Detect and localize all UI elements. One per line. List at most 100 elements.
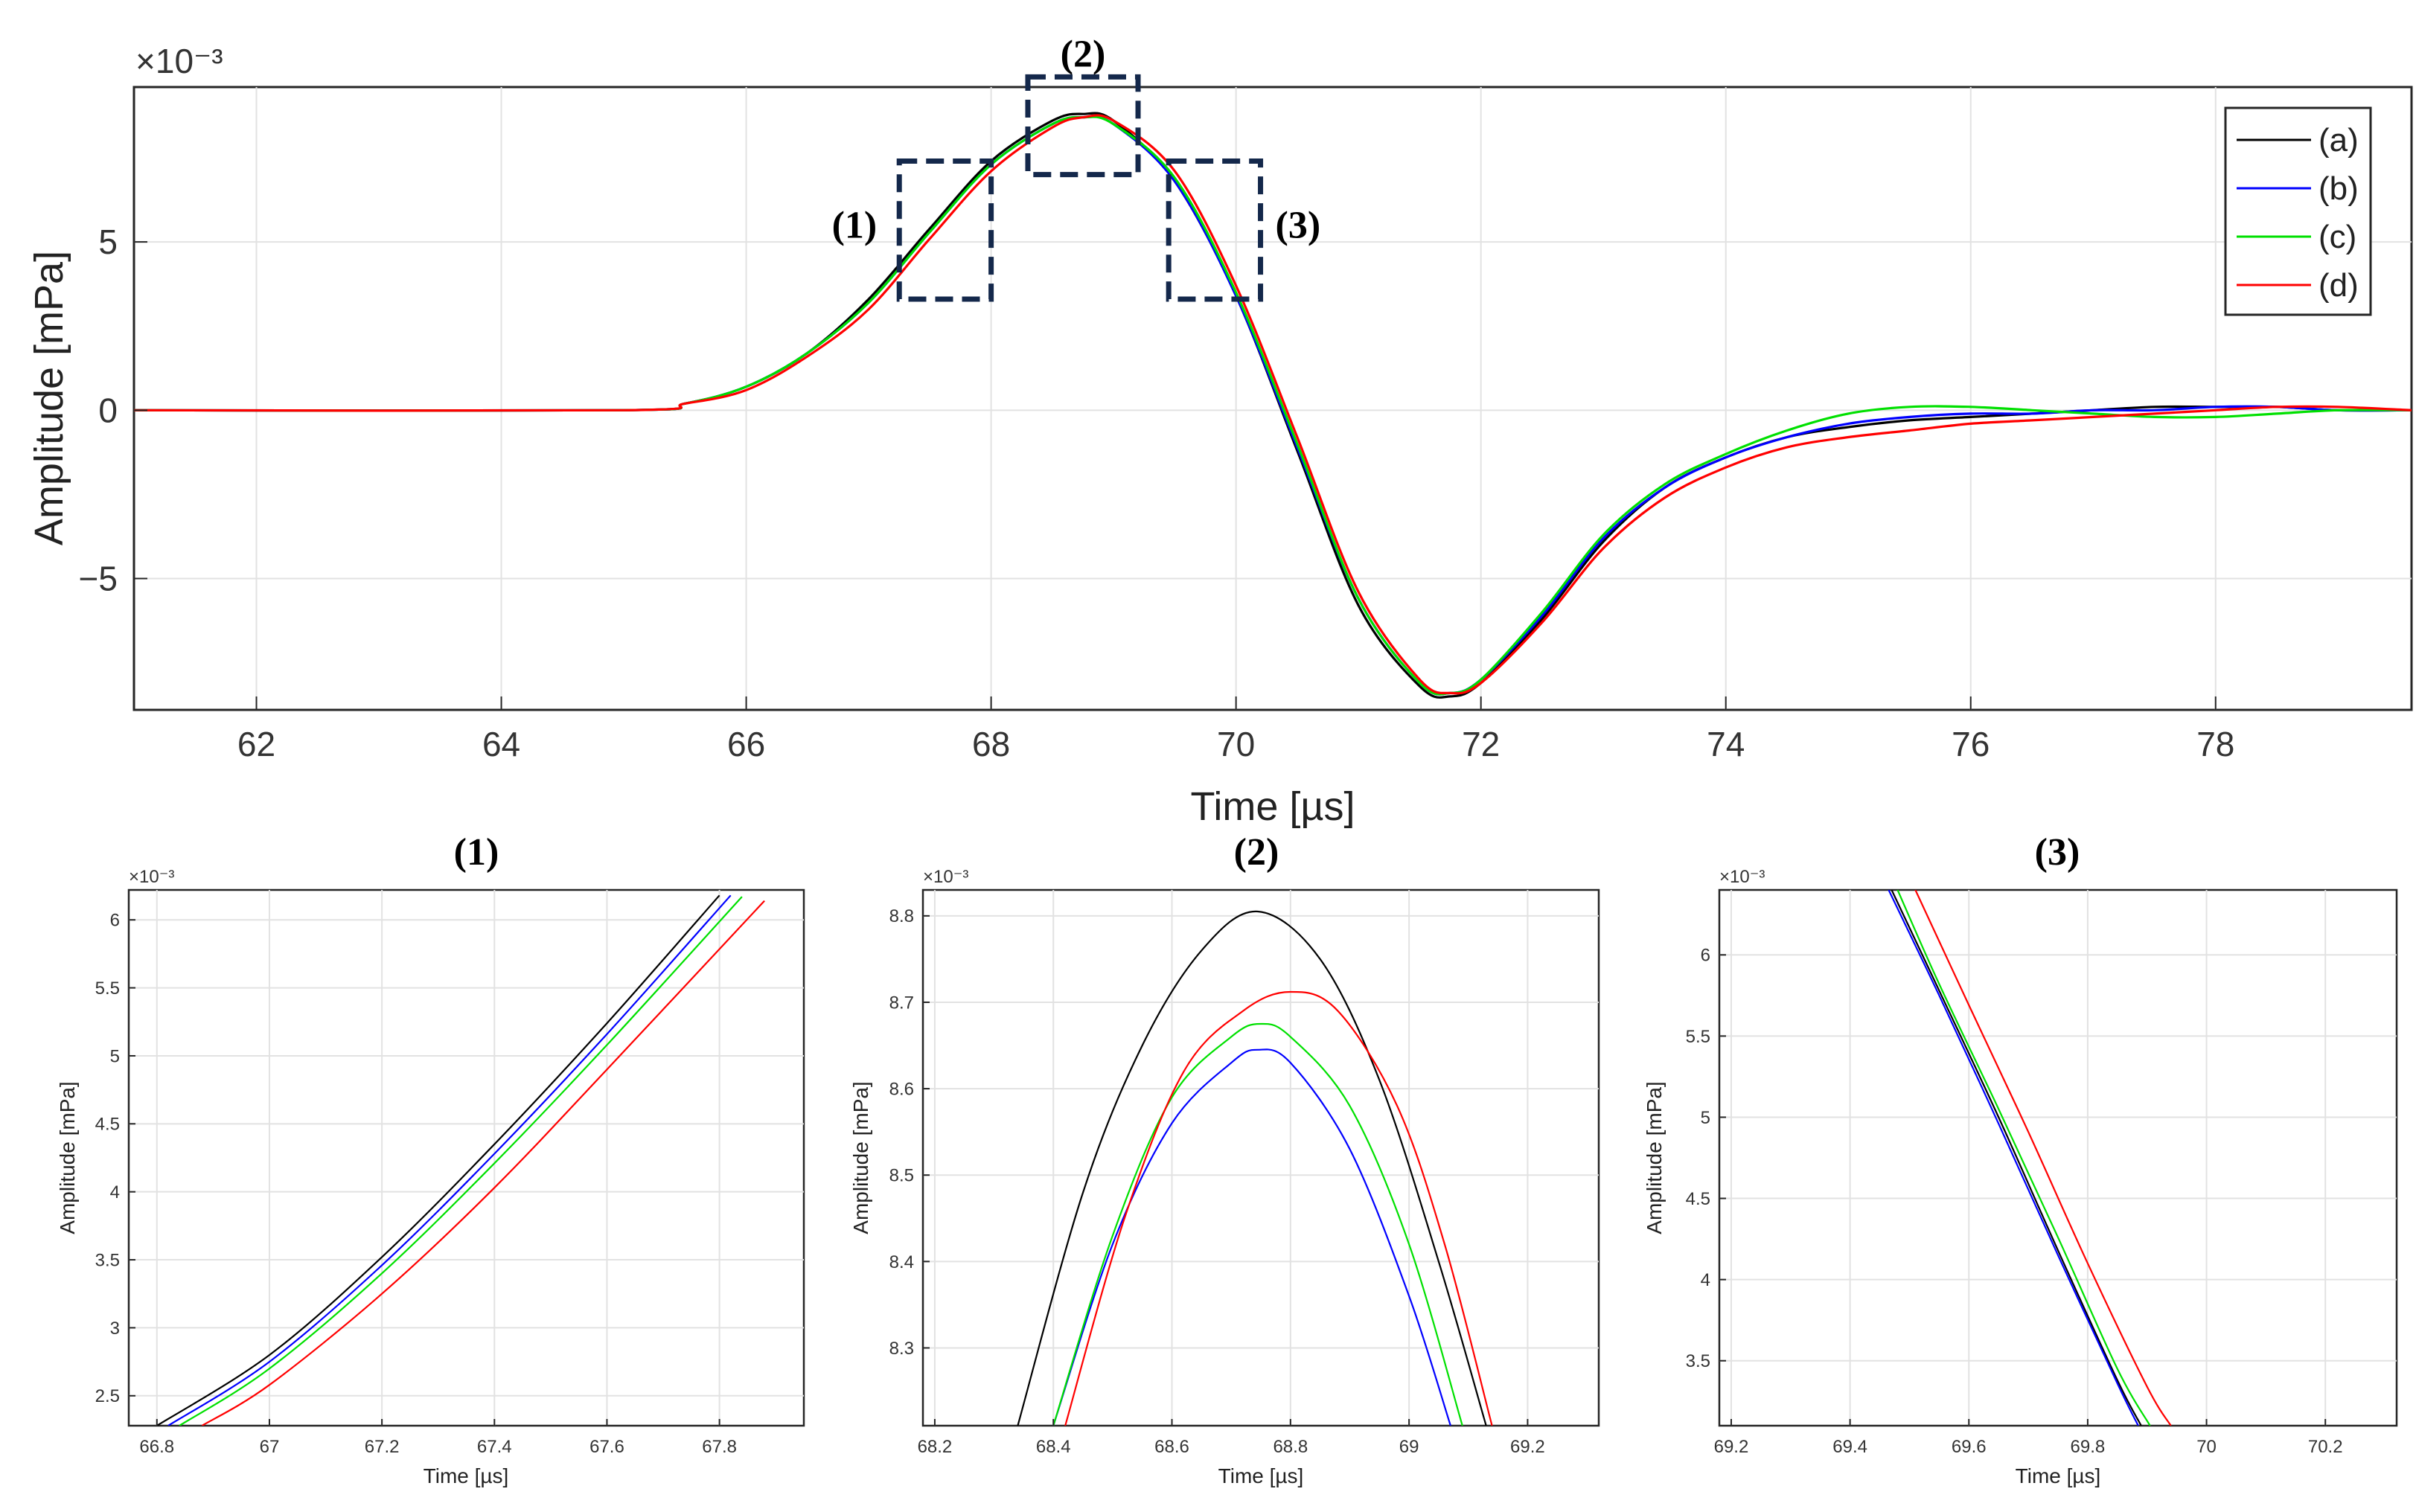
zoom2-x-tick-label: 68.8 [1273, 1437, 1308, 1457]
zoom1-y-tick-label: 5 [110, 1046, 120, 1066]
zoom2-x-tick-label: 68.4 [1036, 1437, 1071, 1457]
zoom1-series-a [156, 894, 720, 1426]
zoom1-series-b [167, 894, 732, 1426]
zoom3-y-ticks: 3.5 4 4.5 5 5.5 6 [1686, 946, 1726, 1371]
zoom3-series-b [1888, 890, 2139, 1426]
zoom2-series [1017, 910, 1493, 1426]
zoom3-x-tick-label: 69.8 [2071, 1437, 2106, 1457]
main-x-tick-label: 68 [972, 725, 1010, 763]
zoom3-series-d [1914, 890, 2172, 1426]
zoom2-y-tick-label: 8.7 [889, 993, 914, 1013]
zoom3-y-axis-label: Amplitude [mPa] [1643, 1081, 1666, 1234]
zoom3-grid [1719, 890, 2397, 1426]
main-x-tick-label: 64 [482, 725, 520, 763]
zoom3-x-tick-label: 70 [2196, 1437, 2217, 1457]
zoom1-exponent-label: ×10⁻³ [129, 867, 174, 887]
main-zoom-boxes: (1) (2) (3) [832, 33, 1320, 302]
zoom1-y-tick-label: 3.5 [95, 1250, 120, 1270]
zoom3-exponent-label: ×10⁻³ [1719, 867, 1765, 887]
zoom2-x-ticks: 68.2 68.4 68.6 68.8 69 69.2 [918, 1419, 1545, 1457]
zoom3-series-c [1896, 890, 2151, 1426]
zoom3-x-tick-label: 69.4 [1832, 1437, 1867, 1457]
zoom-box-label-1: (1) [832, 204, 878, 246]
zoom2-x-tick-label: 68.2 [918, 1437, 953, 1457]
zoom2-x-tick-label: 68.6 [1154, 1437, 1189, 1457]
zoom3-series-a [1891, 890, 2142, 1426]
main-y-axis-label: Amplitude [mPa] [27, 251, 71, 545]
zoom2-series-b [1052, 1048, 1451, 1426]
legend-label-1: (a) [2318, 122, 2359, 158]
main-x-tick-label: 62 [237, 725, 275, 763]
legend-label-3: (c) [2318, 219, 2356, 255]
zoom1-x-ticks: 66.8 67 67.2 67.4 67.6 67.8 [139, 1419, 737, 1457]
main-plot-area [132, 86, 2413, 711]
legend-label-4: (d) [2318, 267, 2359, 304]
zoom-box-label-2: (2) [1061, 33, 1106, 75]
zoom2-plot-area [921, 888, 1600, 1427]
zoom3-x-ticks: 69.2 69.4 69.6 69.8 70 70.2 [1714, 1419, 2343, 1457]
zoom-chart-1: (1) 66.8 67 67.2 67.4 67.6 67.8 2.5 3 3.5 4 4.5 5 5… [56, 831, 805, 1487]
zoom1-y-tick-label: 2.5 [95, 1386, 120, 1406]
zoom2-y-tick-label: 8.5 [889, 1166, 914, 1186]
zoom1-x-tick-label: 67.8 [702, 1437, 737, 1457]
zoom2-title: (2) [1234, 831, 1279, 874]
zoom2-y-tick-label: 8.3 [889, 1339, 914, 1359]
zoom3-y-tick-label: 6 [1701, 946, 1710, 966]
zoom2-y-tick-label: 8.8 [889, 906, 914, 926]
main-y-tick-label: 5 [98, 222, 118, 261]
main-chart: 62 64 66 68 70 72 74 76 78 −5 0 5 (1) (2) (3) Time [… [27, 33, 2413, 829]
zoom3-y-tick-label: 4.5 [1686, 1189, 1710, 1209]
zoom3-x-tick-label: 69.6 [1952, 1437, 1987, 1457]
main-y-tick-label: −5 [79, 560, 118, 598]
zoom2-x-tick-label: 69 [1399, 1437, 1419, 1457]
zoom-box-1 [896, 158, 994, 302]
main-x-axis-label: Time [µs] [1190, 784, 1355, 829]
legend-box [2224, 106, 2372, 316]
zoom1-y-ticks: 2.5 3 3.5 4 4.5 5 5.5 6 [95, 911, 135, 1406]
zoom1-y-axis-label: Amplitude [mPa] [56, 1081, 79, 1234]
main-x-tick-label: 72 [1462, 725, 1500, 763]
legend: (a) (b) (c) (d) [2224, 106, 2372, 316]
zoom2-y-ticks: 8.3 8.4 8.5 8.6 8.7 8.8 [889, 906, 930, 1359]
zoom2-y-axis-label: Amplitude [mPa] [849, 1081, 872, 1234]
zoom2-x-tick-label: 69.2 [1510, 1437, 1545, 1457]
zoom3-title: (3) [2035, 831, 2080, 874]
zoom1-x-tick-label: 67.6 [589, 1437, 624, 1457]
zoom-chart-3: (3) 69.2 69.4 69.6 69.8 70 70.2 3.544.555.56 … [1643, 831, 2398, 1487]
main-x-tick-label: 78 [2196, 725, 2234, 763]
legend-label-2: (b) [2318, 170, 2359, 207]
main-series-d [134, 114, 2412, 695]
zoom3-plot-area [1718, 888, 2398, 1427]
zoom1-series-c [179, 896, 743, 1426]
zoom3-y-tick-label: 4 [1701, 1270, 1710, 1290]
zoom1-series-d [201, 900, 765, 1426]
zoom3-y-tick-label: 5 [1701, 1108, 1710, 1128]
main-series [134, 112, 2412, 699]
zoom2-y-tick-label: 8.4 [889, 1252, 914, 1272]
zoom1-x-tick-label: 67.2 [365, 1437, 400, 1457]
zoom2-series-a [1017, 910, 1487, 1426]
zoom1-x-tick-label: 67 [260, 1437, 280, 1457]
zoom1-plot-area [127, 888, 805, 1427]
main-y-tick-label: 0 [98, 391, 118, 429]
zoom1-y-tick-label: 4.5 [95, 1115, 120, 1135]
zoom1-grid [129, 890, 804, 1426]
zoom2-grid [923, 890, 1599, 1426]
zoom3-series [1888, 890, 2172, 1426]
zoom3-x-axis-label: Time [µs] [2016, 1464, 2101, 1487]
zoom3-x-tick-label: 70.2 [2308, 1437, 2343, 1457]
main-y-ticks: −5 0 5 [79, 222, 147, 598]
zoom1-y-tick-label: 5.5 [95, 978, 120, 999]
zoom1-y-tick-label: 6 [110, 911, 120, 931]
zoom2-x-axis-label: Time [µs] [1218, 1464, 1304, 1487]
zoom3-x-tick-label: 69.2 [1714, 1437, 1749, 1457]
zoom1-title: (1) [454, 831, 499, 874]
zoom1-x-tick-label: 67.4 [477, 1437, 512, 1457]
main-exponent-label: ×10⁻³ [135, 42, 223, 80]
zoom3-y-tick-label: 5.5 [1686, 1027, 1710, 1047]
main-x-tick-label: 66 [727, 725, 765, 763]
zoom1-series [156, 894, 765, 1426]
zoom-chart-2: (2) 68.2 68.4 68.6 68.8 69 69.2 8.38.48.58.68… [849, 831, 1600, 1487]
zoom-box-3 [1166, 158, 1264, 302]
